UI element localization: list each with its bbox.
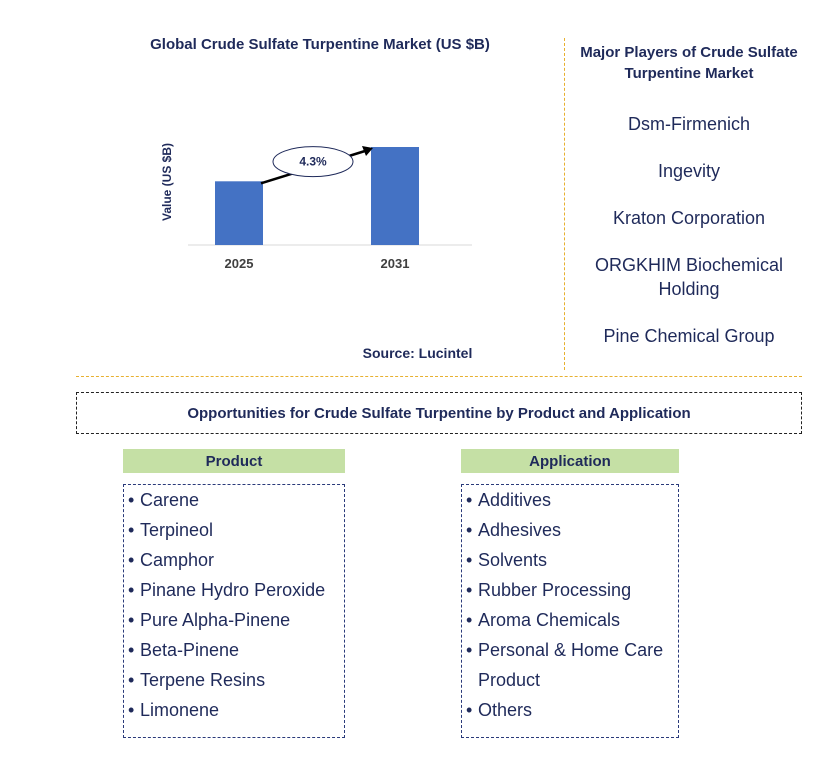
player-item: Pine Chemical Group — [603, 326, 775, 346]
bullet-icon: • — [466, 580, 473, 600]
players-title: Major Players of Crude Sulfate Turpentin… — [580, 44, 798, 82]
bullet-icon: • — [128, 580, 135, 600]
list-item: • Carene — [124, 485, 344, 515]
list-item-label: Carene — [140, 490, 200, 510]
opportunities-title: Opportunities for Crude Sulfate Turpenti… — [187, 404, 691, 422]
list-item-label: Personal & Home Care Product — [478, 640, 664, 690]
list-item-label: Beta-Pinene — [140, 640, 240, 660]
players-list: Dsm-Firmenich Ingevity Kraton Corporatio… — [575, 112, 803, 371]
list-item: • Personal & Home Care Product — [462, 635, 678, 695]
list-item: • Camphor — [124, 545, 344, 575]
list-item: • Others — [462, 695, 678, 725]
bullet-icon: • — [128, 640, 135, 660]
y-axis-label: Value (US $B) — [160, 143, 174, 221]
bullet-icon: • — [128, 610, 135, 630]
list-item: • Pure Alpha-Pinene — [124, 605, 344, 635]
list-item: • Limonene — [124, 695, 344, 725]
player-item: ORGKHIM Biochemical Holding — [594, 255, 784, 299]
source-label: Source: Lucintel — [362, 345, 473, 361]
bullet-icon: • — [466, 640, 473, 660]
list-item-label: Pure Alpha-Pinene — [140, 610, 291, 630]
x-tick-label: 2025 — [225, 256, 254, 271]
list-item-label: Others — [478, 700, 533, 720]
cagr-ellipse — [272, 146, 354, 178]
bar — [371, 147, 419, 245]
list-item-label: Aroma Chemicals — [478, 610, 621, 630]
chart-title: Global Crude Sulfate Turpentine Market (… — [150, 36, 490, 53]
vertical-divider — [564, 38, 565, 370]
list-item-label: Terpene Resins — [140, 670, 266, 690]
bullet-icon: • — [466, 520, 473, 540]
bar-chart: Value (US $B) 2025 2031 4.3% — [160, 143, 472, 271]
bullet-icon: • — [466, 550, 473, 570]
application-list: • Additives • Adhesives • Solvents • Rubber Pro… — [462, 485, 678, 725]
list-item-label: Camphor — [140, 550, 215, 570]
list-item: • Aroma Chemicals — [462, 605, 678, 635]
list-item-label: Solvents — [478, 550, 548, 570]
list-item: • Additives — [462, 485, 678, 515]
list-item-label: Additives — [478, 490, 552, 510]
bullet-icon: • — [128, 700, 135, 720]
list-item: • Terpene Resins — [124, 665, 344, 695]
product-list: • Carene • Terpineol • Camphor • Pinane Hydro P… — [124, 485, 344, 725]
application-header: Application — [461, 449, 679, 473]
bullet-icon: • — [128, 490, 135, 510]
list-item: • Terpineol — [124, 515, 344, 545]
player-item: Kraton Corporation — [612, 208, 766, 228]
list-item: • Adhesives — [462, 515, 678, 545]
bullet-icon: • — [466, 700, 473, 720]
bullet-icon: • — [128, 520, 135, 540]
arrow-head-icon — [362, 146, 373, 156]
list-item-label: Pinane Hydro Peroxide — [140, 580, 326, 600]
bullet-icon: • — [128, 670, 135, 690]
application-list-box: • Additives • Adhesives • Solvents • Rubber Pro… — [461, 484, 679, 738]
bullet-icon: • — [466, 490, 473, 510]
list-item: • Rubber Processing — [462, 575, 678, 605]
cagr-label: 4.3% — [299, 155, 327, 169]
list-item-label: Adhesives — [478, 520, 562, 540]
product-header: Product — [123, 449, 345, 473]
horizontal-divider — [76, 376, 802, 377]
player-item: Dsm-Firmenich — [627, 114, 750, 134]
bullet-icon: • — [466, 610, 473, 630]
x-tick-label: 2031 — [381, 256, 410, 271]
product-list-box: • Carene • Terpineol • Camphor • Pinane Hydro P… — [123, 484, 345, 738]
list-item: • Solvents — [462, 545, 678, 575]
list-item: • Pinane Hydro Peroxide — [124, 575, 344, 605]
list-item-label: Terpineol — [140, 520, 214, 540]
list-item-label: Rubber Processing — [478, 580, 632, 600]
opportunities-title-box: Opportunities for Crude Sulfate Turpenti… — [76, 392, 802, 434]
bar — [215, 181, 263, 245]
list-item: • Beta-Pinene — [124, 635, 344, 665]
player-item: Ingevity — [657, 161, 721, 181]
list-item-label: Limonene — [140, 700, 220, 720]
bullet-icon: • — [128, 550, 135, 570]
